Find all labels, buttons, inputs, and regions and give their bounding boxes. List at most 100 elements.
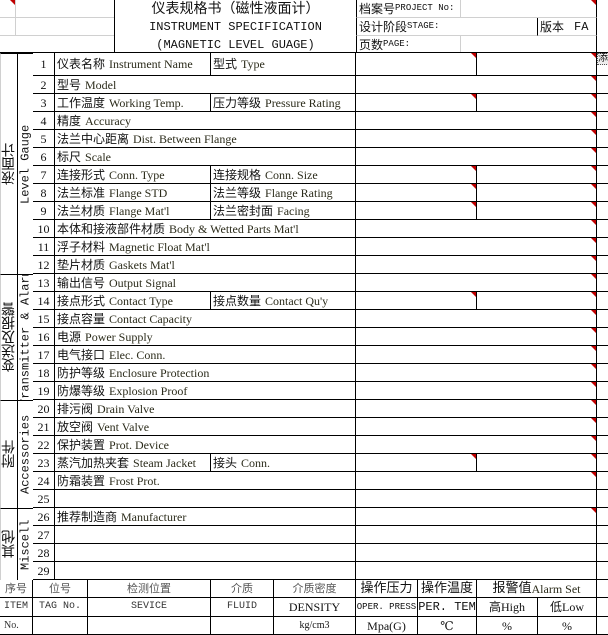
item-label-cn: 法兰中心距离 <box>57 131 130 146</box>
item-label-en: Model <box>85 77 117 92</box>
item-label: 连接形式 Conn. Type <box>55 166 211 184</box>
table-row: 25 <box>0 490 608 508</box>
footer-header-en: 高High <box>488 600 525 614</box>
value-field-2[interactable] <box>477 94 597 112</box>
page-label: 页数 PAGE: <box>356 36 460 53</box>
footer-header-en: OPER. PRESS <box>356 601 417 612</box>
item-label: 输出信号 Output Signal <box>55 274 356 292</box>
item-label-cn: 仪表名称 <box>57 57 106 71</box>
side-cell <box>597 346 608 364</box>
row-number-text: 15 <box>37 311 50 326</box>
value-field-2[interactable] <box>477 202 597 220</box>
item-label-cn: 防爆等级 <box>57 383 106 398</box>
value-field[interactable] <box>356 292 477 310</box>
footer-header-cell: 操作压力 <box>356 580 418 598</box>
value-field[interactable] <box>356 454 477 472</box>
value-field[interactable] <box>356 436 597 454</box>
side-cell <box>597 364 608 382</box>
table-row: 28 <box>0 544 608 562</box>
comment-marker-icon <box>591 53 596 58</box>
value-field[interactable] <box>356 274 597 292</box>
side-cell <box>597 130 608 148</box>
footer-header-cell-en: TAG No. <box>33 598 88 617</box>
footer-header-cell-en: 低Low <box>538 598 597 617</box>
item-label-en: Steam Jacket <box>133 455 196 470</box>
item-label-2-en: Contact Qu'y <box>265 293 329 308</box>
value-field-2[interactable] <box>477 292 597 310</box>
value-field[interactable] <box>356 418 597 436</box>
item-label-en: Manufacturer <box>121 509 187 524</box>
page-en: PAGE: <box>383 39 411 49</box>
table-row: 13 输出信号 Output Signal <box>0 274 608 292</box>
value-field[interactable] <box>356 130 597 148</box>
value-field-2[interactable] <box>477 166 597 184</box>
value-field[interactable] <box>356 508 597 526</box>
value-field[interactable] <box>356 562 597 580</box>
value-field[interactable] <box>356 220 597 238</box>
value-field[interactable] <box>356 202 477 220</box>
value-field[interactable] <box>356 112 597 130</box>
row-number-text: 5 <box>40 131 47 146</box>
value-field[interactable] <box>356 544 597 562</box>
item-label-2-cn: 连接规格 <box>213 167 262 182</box>
value-field[interactable] <box>356 328 597 346</box>
table-row: 27 <box>0 526 608 544</box>
row-number-text: 12 <box>37 257 50 272</box>
comment-marker-icon <box>591 436 596 441</box>
item-label-en: Gaskets Mat'l <box>109 257 175 272</box>
item-label-2: 压力等级 Pressure Rating <box>211 94 356 112</box>
item-label: 垫片材质 Gaskets Mat'l <box>55 256 356 274</box>
value-field[interactable] <box>356 490 597 508</box>
version-value: FA <box>574 19 589 34</box>
value-field[interactable] <box>356 94 477 112</box>
value-field[interactable] <box>356 166 477 184</box>
value-field[interactable] <box>356 472 597 490</box>
value-field[interactable] <box>356 256 597 274</box>
value-field[interactable] <box>356 364 597 382</box>
value-field-2[interactable] <box>477 454 597 472</box>
table-row: 3 工作温度 Working Temp. 压力等级 Pressure Rating <box>0 94 608 112</box>
item-label-cn: 保护装置 <box>57 437 106 452</box>
project-no-field[interactable] <box>460 0 597 18</box>
row-number: 27 <box>33 526 55 544</box>
row-number-text: 7 <box>40 167 47 182</box>
header-blank-cell <box>0 36 115 53</box>
item-label-2: 连接规格 Conn. Size <box>211 166 356 184</box>
add-note-icon[interactable]: 添 <box>597 53 608 65</box>
value-field[interactable] <box>356 148 597 166</box>
item-label-en: Conn. Type <box>109 167 165 182</box>
value-field[interactable] <box>356 184 477 202</box>
divider <box>114 0 115 53</box>
footer-unit: No. <box>4 619 19 631</box>
value-field[interactable] <box>356 346 597 364</box>
value-field[interactable] <box>356 400 597 418</box>
value-field[interactable] <box>356 310 597 328</box>
value-field[interactable] <box>356 526 597 544</box>
value-field-2[interactable] <box>477 184 597 202</box>
page-field[interactable] <box>460 36 597 53</box>
footer-unit-cell <box>33 617 88 635</box>
item-label-2: 法兰密封面 Facing <box>211 202 356 220</box>
item-label-en: Accuracy <box>85 113 131 128</box>
item-label-cn: 推荐制造商 <box>57 509 118 524</box>
row-number-text: 10 <box>37 221 50 236</box>
side-cell <box>597 292 608 310</box>
item-label: 标尺 Scale <box>55 148 356 166</box>
item-label-2-en: Pressure Rating <box>265 95 341 110</box>
footer-header-cell: 检测位置 <box>88 580 211 598</box>
value-field[interactable] <box>356 238 597 256</box>
side-cell <box>597 508 608 526</box>
table-row: 7 连接形式 Conn. Type 连接规格 Conn. Size <box>0 166 608 184</box>
value-field[interactable] <box>356 382 597 400</box>
value-field[interactable] <box>356 76 597 94</box>
value-field-2[interactable] <box>477 53 597 76</box>
item-label: 电源 Power Supply <box>55 328 356 346</box>
footer-header-cn: 序号 <box>5 582 27 595</box>
row-number-text: 4 <box>40 113 47 128</box>
stage-label: 设计阶段 STAGE: <box>356 18 537 36</box>
row-number-text: 3 <box>40 95 47 110</box>
footer-header-cn: 检测位置 <box>127 582 171 595</box>
table-row: 1 仪表名称 Instrument Name 型式 Type 添 <box>0 53 608 76</box>
value-field[interactable] <box>356 53 477 76</box>
comment-marker-icon <box>471 53 476 58</box>
